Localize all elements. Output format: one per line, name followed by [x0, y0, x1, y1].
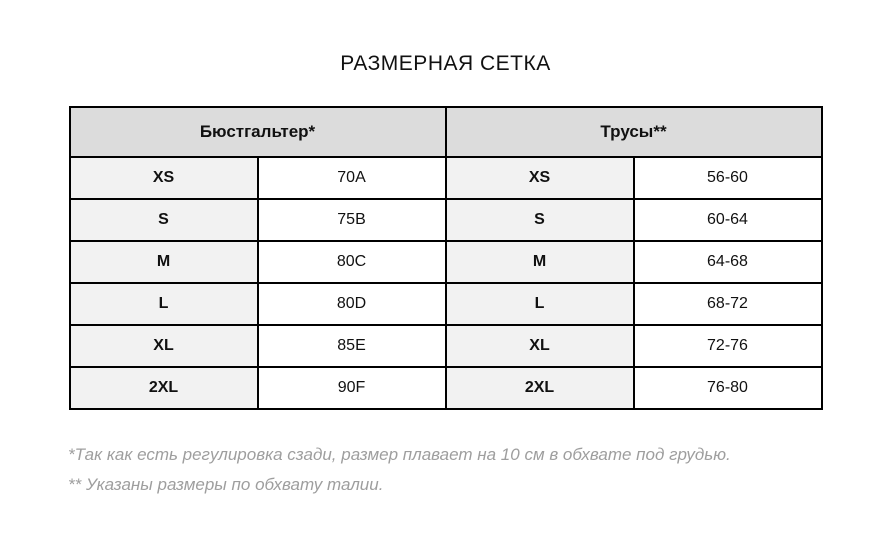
table-row: XS 70A XS 56-60 — [68, 156, 823, 200]
panties-value-cell: 76-80 — [632, 366, 823, 410]
header-row: Бюстгальтер* Трусы** — [68, 106, 823, 158]
size-table: Бюстгальтер* Трусы** XS 70A XS 56-60 S 7… — [68, 106, 823, 410]
footnotes: *Так как есть регулировка сзади, размер … — [68, 440, 891, 500]
table-row: L 80D L 68-72 — [68, 282, 823, 326]
panties-size-cell: S — [444, 198, 635, 242]
bra-size-cell: L — [68, 282, 259, 326]
panties-value-cell: 72-76 — [632, 324, 823, 368]
panties-value-cell: 60-64 — [632, 198, 823, 242]
bra-size-cell: S — [68, 198, 259, 242]
bra-size-cell: XS — [68, 156, 259, 200]
panties-size-cell: M — [444, 240, 635, 284]
panties-value-cell: 64-68 — [632, 240, 823, 284]
table-row: XL 85E XL 72-76 — [68, 324, 823, 368]
panties-value-cell: 56-60 — [632, 156, 823, 200]
table-row: 2XL 90F 2XL 76-80 — [68, 366, 823, 410]
bra-value-cell: 90F — [256, 366, 447, 410]
size-table-head: Бюстгальтер* Трусы** — [68, 106, 823, 158]
size-table-body: XS 70A XS 56-60 S 75B S 60-64 M 80C M 64… — [68, 156, 823, 410]
footnote-bra: *Так как есть регулировка сзади, размер … — [68, 445, 731, 464]
bra-size-cell: 2XL — [68, 366, 259, 410]
panties-size-cell: XS — [444, 156, 635, 200]
panties-size-cell: L — [444, 282, 635, 326]
bra-size-cell: M — [68, 240, 259, 284]
bra-value-cell: 70A — [256, 156, 447, 200]
bra-value-cell: 85E — [256, 324, 447, 368]
bra-value-cell: 80D — [256, 282, 447, 326]
bra-value-cell: 80C — [256, 240, 447, 284]
panties-size-cell: XL — [444, 324, 635, 368]
table-row: M 80C M 64-68 — [68, 240, 823, 284]
panties-size-cell: 2XL — [444, 366, 635, 410]
bra-column-header: Бюстгальтер* — [68, 106, 447, 158]
panties-value-cell: 68-72 — [632, 282, 823, 326]
panties-column-header: Трусы** — [444, 106, 823, 158]
table-row: S 75B S 60-64 — [68, 198, 823, 242]
footnote-panties: ** Указаны размеры по обхвату талии. — [68, 475, 384, 494]
bra-size-cell: XL — [68, 324, 259, 368]
bra-value-cell: 75B — [256, 198, 447, 242]
page-title: РАЗМЕРНАЯ СЕТКА — [340, 52, 551, 75]
